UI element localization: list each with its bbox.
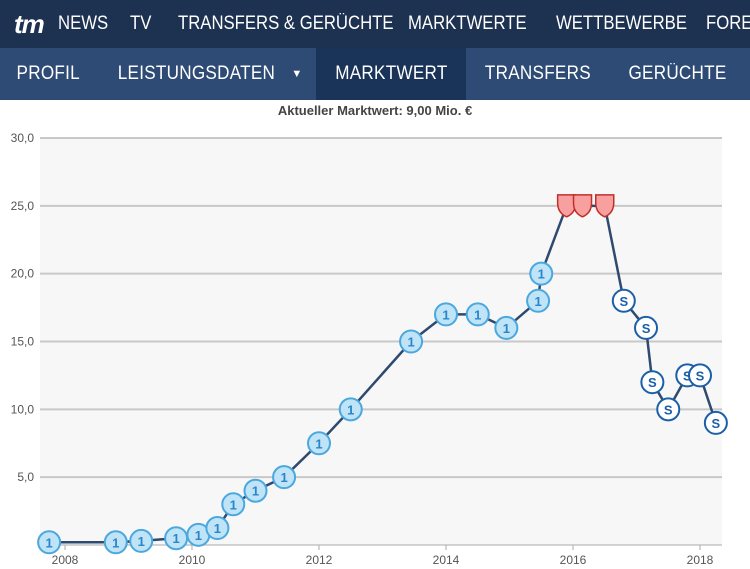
y-tick-label: 15,0 [11,335,35,349]
tab-profil[interactable]: PROFIL [0,48,96,100]
crest-glyph: 1 [173,531,180,546]
y-tick-label: 30,0 [11,131,35,145]
crest-glyph: 1 [442,307,449,322]
y-tick-label: 25,0 [11,199,35,213]
club-crest-icon [529,261,554,286]
club-crest-icon [221,492,246,517]
x-tick-label: 2016 [560,553,587,567]
crest-glyph: S [683,368,692,383]
crest-glyph: 1 [195,528,202,543]
top-nav: tm NEWS TV TRANSFERS & GERÜCHTE MARKTWERTE W… [0,0,750,48]
logo[interactable]: tm [14,8,45,39]
chevron-down-icon: ▼ [291,68,303,80]
club-crest-icon [703,410,728,435]
market-value-chart: 5,0 10,0 15,0 20,0 25,0 30,0 2008 2010 2012 2014 2… [11,131,728,567]
crest-glyph: 1 [112,535,119,550]
tab-label: GERÜCHTE [628,63,727,84]
club-crest-icon [129,528,154,553]
club-crest-icon [572,194,593,218]
crest-glyph: 1 [315,436,322,451]
crest-glyph: 1 [347,402,354,417]
club-crest-icon [103,530,128,555]
crest-glyph: 1 [474,307,481,322]
current-market-value: Aktueller Marktwert: 9,00 Mio. € [277,103,473,118]
club-crest-icon [611,288,636,313]
club-crest-icon [272,465,297,490]
crest-glyph: S [648,375,657,390]
club-crest-icon [640,370,665,395]
crest-glyph: 1 [46,535,53,550]
crest-glyph: S [619,294,628,309]
crest-glyph: 1 [230,497,237,512]
tab-leistungsdaten[interactable]: LEISTUNGSDATEN ▼ [96,48,315,100]
crest-glyph: S [712,416,721,431]
crest-glyph: 1 [534,294,541,309]
y-tick-label: 10,0 [11,402,35,416]
crest-glyph: S [664,402,673,417]
x-tick-label: 2014 [433,553,460,567]
crest-glyph: 1 [280,470,287,485]
topnav-item-transfers-ger-chte[interactable]: TRANSFERS & GERÜCHTE [177,13,394,34]
x-tick-label: 2008 [52,553,79,567]
y-tick-label: 20,0 [11,267,35,281]
tab-label: LEISTUNGSDATEN [118,63,276,84]
tab-nationalma[interactable]: NATIONALMA [745,48,750,100]
topnav-item-tv[interactable]: TV [129,13,152,34]
crest-glyph: 1 [214,521,221,536]
club-crest-icon [465,302,490,327]
club-crest-icon [634,315,659,340]
tab-transfers[interactable]: TRANSFERS [466,48,610,100]
club-crest-icon [526,288,551,313]
club-crest-icon [243,478,268,503]
crest-glyph: 1 [138,534,145,549]
club-crest-icon [656,397,681,422]
club-crest-icon [399,329,424,354]
y-tick-label: 5,0 [17,470,34,484]
tab-label: TRANSFERS [485,63,592,84]
tab-marktwert[interactable]: MARKTWERT [315,48,467,100]
tab-label: PROFIL [16,63,80,84]
club-crest-icon [37,530,62,555]
topnav-item-marktwerte[interactable]: MARKTWERTE [407,13,527,34]
topnav-item-wettbewerbe[interactable]: WETTBEWERBE [555,13,687,34]
club-crest-icon [494,315,519,340]
crest-glyph: 1 [252,484,259,499]
tab-label: MARKTWERT [334,63,448,84]
club-crest-icon [338,397,363,422]
x-tick-label: 2012 [306,553,333,567]
x-tick-label: 2010 [179,553,206,567]
x-tick-label: 2018 [687,553,714,567]
club-crest-icon [434,302,458,327]
club-crest-icon [688,363,712,388]
crest-glyph: 1 [503,321,510,336]
tab-ger-chte[interactable]: GERÜCHTE [610,48,745,100]
club-crest-icon [307,431,331,456]
club-crest-icon [205,516,230,541]
topnav-item-news[interactable]: NEWS [57,13,108,34]
sub-nav: PROFIL LEISTUNGSDATEN ▼ MARKTWERT TRANSFERS G… [0,48,750,100]
topnav-item-foren[interactable]: FOREN [705,13,750,34]
club-crest-icon [595,194,615,218]
crest-glyph: S [642,321,651,336]
crest-glyph: S [696,368,705,383]
crest-glyph: 1 [407,335,414,350]
crest-glyph: 1 [538,267,545,282]
